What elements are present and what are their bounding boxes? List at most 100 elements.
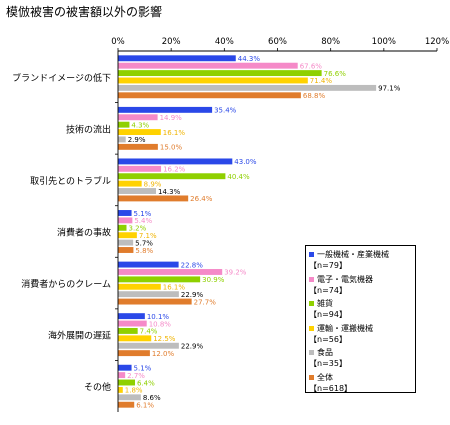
legend-list: 一般機械・産業機械 【n=79】 電子・電気機器 【n=74】 雑貨 【n=94】 運輸・運… [309, 249, 412, 396]
category-label: 消費者からのクレーム [21, 278, 111, 290]
legend-entry: 食品 【n=35】 [309, 347, 412, 372]
bar [118, 217, 133, 224]
bars [118, 55, 377, 408]
data-label: 39.2% [224, 269, 247, 277]
bar [118, 173, 226, 180]
data-label: 43.0% [234, 158, 257, 166]
data-label: 8.6% [143, 394, 161, 402]
bar [118, 143, 158, 150]
bar [118, 92, 301, 99]
legend-swatch [309, 350, 314, 355]
legend-entry: 全体 【n=618】 [309, 372, 412, 397]
legend-swatch [309, 374, 314, 380]
bar [118, 291, 179, 298]
legend-label: 全体 [317, 372, 333, 382]
data-label: 2.9% [128, 136, 146, 144]
data-label: 5.1% [134, 364, 152, 372]
legend-row: 食品 [309, 347, 412, 358]
legend-sample-size: 【n=94】 [309, 310, 347, 319]
x-tick-label: 40% [215, 37, 234, 47]
data-label: 12.0% [152, 350, 175, 358]
data-label: 22.9% [181, 291, 204, 299]
legend-sample-size: 【n=74】 [309, 285, 347, 295]
legend-swatch [309, 252, 314, 257]
legend-swatch [309, 276, 314, 282]
bar [118, 77, 308, 84]
bar [118, 350, 150, 357]
bar [118, 269, 223, 275]
bar [118, 232, 137, 239]
data-label: 6.4% [137, 379, 155, 387]
bar [118, 195, 189, 202]
bar [118, 283, 161, 290]
data-label: 40.4% [227, 173, 250, 181]
bar [118, 401, 135, 408]
data-label: 44.3% [238, 55, 261, 63]
data-label: 4.3% [131, 121, 149, 129]
data-label: 35.4% [214, 107, 237, 115]
legend-row: 一般機械・産業機械 [309, 249, 412, 260]
data-label: 5.1% [134, 210, 152, 218]
bar [118, 342, 179, 349]
legend-sample-size: 【n=56】 [309, 334, 347, 344]
bar [118, 364, 132, 371]
bar [118, 62, 298, 69]
bar [118, 114, 158, 121]
legend: 一般機械・産業機械 【n=79】 電子・電気機器 【n=74】 雑貨 【n=94】 運輸・運… [305, 245, 416, 393]
data-label: 16.2% [163, 166, 186, 174]
category-label: 海外展開の遅延 [48, 330, 111, 342]
legend-row: 電子・電気機器 [309, 274, 412, 285]
data-label: 30.9% [202, 276, 225, 284]
axes [115, 50, 437, 412]
legend-sample-size: 【n=618】 [309, 383, 353, 393]
legend-entry: 雑貨 【n=94】 [309, 298, 412, 323]
legend-row: 全体 [309, 372, 412, 383]
bar [118, 320, 147, 327]
x-tick-label: 60% [268, 37, 287, 47]
bar [118, 180, 142, 187]
data-label: 5.8% [135, 247, 153, 255]
data-label: 6.1% [136, 401, 154, 409]
data-label: 26.4% [190, 195, 213, 203]
data-label: 67.6% [300, 62, 323, 70]
legend-entry: 運輸・運搬機械 【n=56】 [309, 323, 412, 348]
bar [118, 188, 157, 194]
category-label: ブランドイメージの低下 [12, 72, 111, 84]
bar [118, 136, 126, 143]
data-label: 3.2% [129, 225, 147, 233]
data-label: 16.1% [163, 129, 186, 137]
chart-title: 模倣被害の被害額以外の影響 [6, 5, 163, 19]
bar [118, 247, 134, 253]
legend-label: 運輸・運搬機械 [317, 323, 373, 333]
data-label: 5.4% [134, 217, 152, 225]
bar [118, 394, 141, 401]
bar [118, 261, 179, 268]
x-axis-ticks: 0% 20% 40% 60% 80% 100% 120% [111, 37, 449, 51]
bar [118, 129, 161, 136]
bar [118, 372, 126, 379]
bar [118, 327, 138, 334]
data-label: 76.6% [324, 70, 347, 78]
data-label: 14.3% [158, 188, 181, 196]
legend-row: 雑貨 [309, 298, 412, 309]
bar [118, 276, 201, 283]
data-label: 68.8% [303, 92, 326, 100]
bar [118, 386, 123, 393]
data-label: 71.4% [310, 77, 333, 85]
data-label: 10.8% [149, 320, 172, 328]
bar [118, 165, 162, 172]
x-tick-label: 0% [111, 37, 125, 47]
data-label: 12.5% [153, 335, 176, 343]
data-label: 16.1% [163, 284, 186, 292]
bar [118, 224, 127, 231]
legend-entry: 電子・電気機器 【n=74】 [309, 274, 412, 299]
data-label: 10.1% [147, 313, 170, 321]
data-labels: 44.3% 67.6%76.6%71.4% 97.1% 68.8% 35.4% 14.9%… [125, 55, 401, 409]
data-label: 7.4% [140, 328, 158, 336]
bar [118, 298, 192, 305]
bar [118, 313, 145, 320]
bar [118, 84, 377, 91]
data-label: 8.9% [144, 180, 162, 188]
x-tick-label: 80% [321, 37, 340, 47]
